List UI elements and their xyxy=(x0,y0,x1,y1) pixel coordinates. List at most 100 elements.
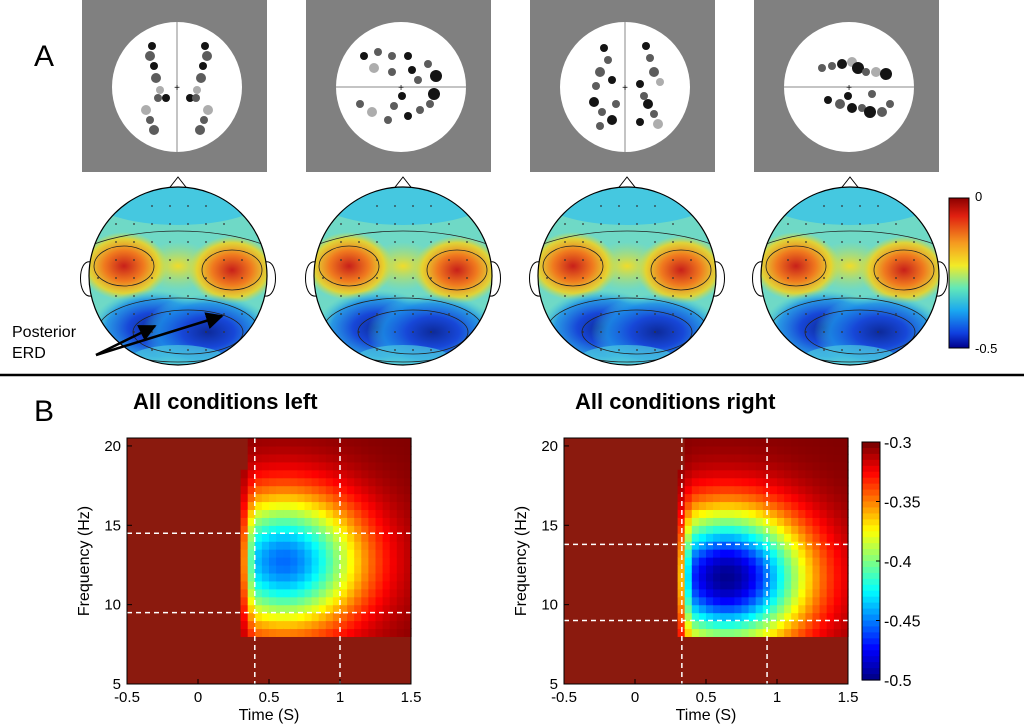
tf-cell xyxy=(784,469,792,479)
electrode-dot xyxy=(394,277,396,279)
tf-cell xyxy=(318,525,327,534)
electrode-dot xyxy=(618,331,620,333)
electrode-dot xyxy=(787,295,789,297)
tf-cell xyxy=(784,438,792,447)
tf-cell xyxy=(777,628,785,637)
electrode-dot xyxy=(823,241,825,243)
left-hotspot xyxy=(314,232,393,300)
sensor-dot xyxy=(643,99,653,109)
tf-cell xyxy=(340,477,348,487)
tf-cell xyxy=(247,477,256,487)
tf-cell xyxy=(375,588,384,598)
tf-cell xyxy=(812,588,821,598)
electrode-dot xyxy=(564,277,566,279)
electrode-dot xyxy=(600,295,602,297)
tf-cell xyxy=(748,604,757,614)
tf-cell xyxy=(340,501,348,511)
tf-cell xyxy=(791,588,799,598)
tf-cell xyxy=(389,549,398,558)
tf-cell xyxy=(833,485,842,495)
colorbar-cell xyxy=(862,632,880,639)
tf-cell xyxy=(840,509,849,518)
tf-cell xyxy=(769,461,778,471)
tf-cell xyxy=(311,525,320,534)
tf-cell xyxy=(368,485,377,495)
tf-cell xyxy=(741,572,750,582)
tf-cell xyxy=(254,596,263,606)
scalp-map-3 xyxy=(529,176,725,366)
tf-cell xyxy=(769,628,778,637)
tf-cell xyxy=(691,438,700,447)
tf-cell xyxy=(396,533,405,542)
tf-cell xyxy=(311,572,320,582)
tf-cell xyxy=(361,501,369,511)
tf-cell xyxy=(706,445,714,455)
tf-cell xyxy=(332,564,341,574)
tf-cell xyxy=(382,438,391,447)
tf-cell xyxy=(297,612,306,622)
tf-cell xyxy=(727,469,735,479)
tf-cell xyxy=(684,541,693,550)
contour-line xyxy=(581,309,693,355)
tf-cell xyxy=(389,604,398,614)
tf-cell xyxy=(368,453,377,463)
tf-cell xyxy=(276,445,284,455)
tf-cell xyxy=(311,453,320,463)
tf-cell xyxy=(727,517,735,526)
tf-cell xyxy=(741,501,750,511)
tf-cell xyxy=(389,628,398,637)
colorbar-cell xyxy=(862,483,880,491)
tf-cell xyxy=(311,438,320,447)
sensor-dot xyxy=(146,116,154,124)
tf-cell xyxy=(713,453,721,463)
tf-cell xyxy=(777,485,785,495)
tf-cell xyxy=(269,501,277,511)
electrode-dot xyxy=(600,331,602,333)
tf-cell xyxy=(769,604,778,614)
tf-cell xyxy=(833,588,842,598)
tf-cell xyxy=(819,485,828,495)
tf-cell xyxy=(812,501,821,511)
tf-cell xyxy=(769,549,778,558)
electrode-dot xyxy=(582,313,584,315)
electrode-dot xyxy=(412,349,414,351)
tf-cell xyxy=(354,572,362,582)
tf-cell xyxy=(354,596,362,606)
tf-cell xyxy=(706,628,714,637)
tf-cell xyxy=(269,477,277,487)
electrode-dot xyxy=(466,295,468,297)
tf-cell xyxy=(261,509,270,518)
tf-cell xyxy=(354,549,362,558)
electrode-dot xyxy=(187,349,189,351)
tf-cell xyxy=(261,564,270,574)
tf-cell xyxy=(833,580,842,590)
tf-cell xyxy=(840,564,849,574)
ear-right xyxy=(713,261,725,297)
tf-cell xyxy=(403,509,412,518)
tf-cell xyxy=(290,588,298,598)
tf-cell xyxy=(375,453,384,463)
tf-cell xyxy=(777,572,785,582)
tf-cell xyxy=(269,572,277,582)
tf-cell xyxy=(713,469,721,479)
tf-cell xyxy=(276,517,284,526)
tf-cell xyxy=(311,469,320,479)
tf-cell xyxy=(769,453,778,463)
sensor-dot xyxy=(404,52,412,60)
contour-line xyxy=(765,245,827,287)
tf-cell xyxy=(382,612,391,622)
electrode-dot xyxy=(787,277,789,279)
tf-cell xyxy=(368,588,377,598)
tf-cell xyxy=(727,477,735,487)
tf-cell xyxy=(755,453,764,463)
tf-cell xyxy=(805,525,814,534)
tf-cell xyxy=(691,596,700,606)
tf-cell xyxy=(833,525,842,534)
sensor-dot xyxy=(877,107,887,117)
sensor-dot xyxy=(864,106,876,118)
tf-cell xyxy=(368,533,377,542)
tf-cell xyxy=(290,596,298,606)
center-marker: + xyxy=(174,83,180,94)
sensor-dot xyxy=(186,94,194,102)
tf-cell xyxy=(382,453,391,463)
